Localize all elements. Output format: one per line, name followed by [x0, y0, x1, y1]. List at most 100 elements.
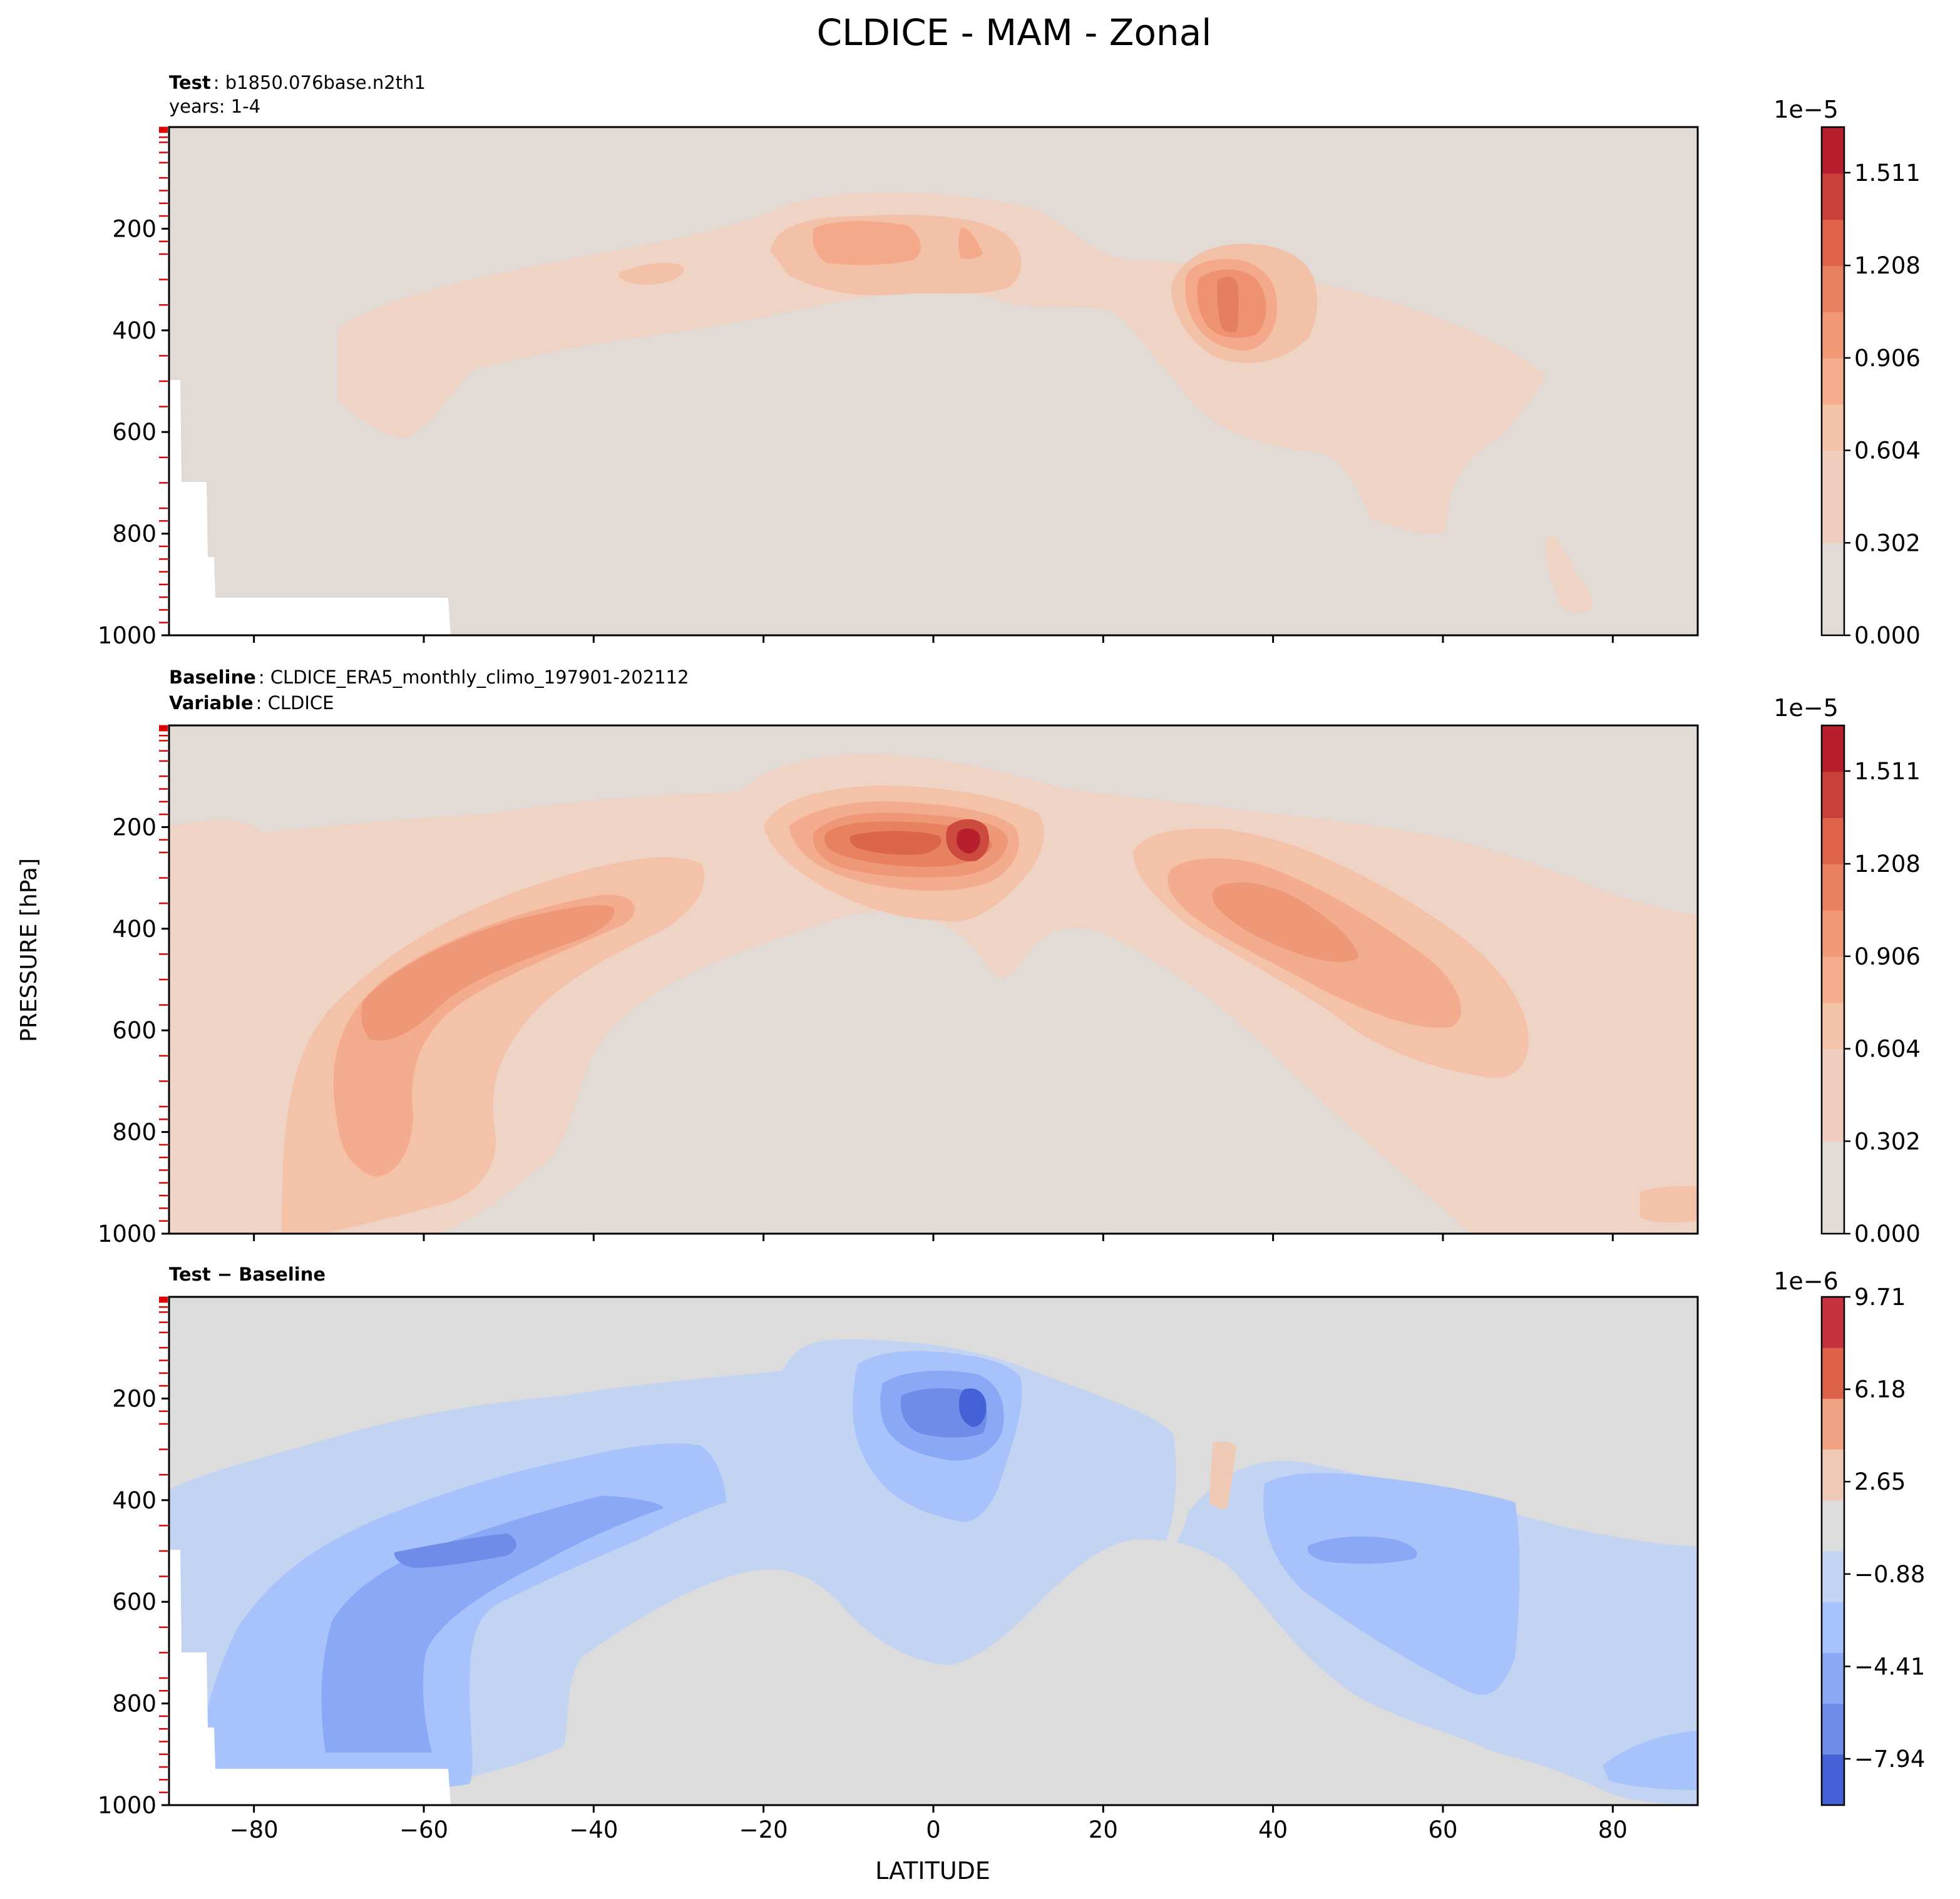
y-tick-label: 400	[112, 916, 156, 943]
colorbar-segment	[1822, 127, 1844, 174]
panel-difference: Test − Baseline −80 −60 −40 −20 0 20 40	[98, 1264, 1926, 1843]
colorbar-segment	[1822, 496, 1844, 543]
colorbar-segment	[1822, 771, 1844, 819]
colorbar-segment	[1822, 1048, 1844, 1096]
panel-difference-contours	[169, 1297, 1698, 1805]
colorbar-tick-label: −7.94	[1854, 1746, 1925, 1773]
y-tick-label: 600	[112, 419, 156, 446]
colorbar-tick-label: 0.604	[1854, 1036, 1921, 1063]
colorbar-tick-label: −4.41	[1854, 1653, 1925, 1680]
y-tick-label: 200	[112, 814, 156, 841]
contour-test-level1-pole	[1546, 537, 1593, 613]
colorbar-tick-label: 0.000	[1854, 622, 1921, 649]
colorbar-tick-label: 1.511	[1854, 758, 1921, 785]
colorbar-segment	[1822, 817, 1844, 864]
contour-baseline-level2-pole	[1640, 1186, 1698, 1223]
x-tick-label: −60	[399, 1816, 448, 1843]
colorbar-segment	[1822, 1398, 1844, 1450]
panel-test-case-name: b1850.076base.n2th1	[225, 72, 426, 93]
colorbar-test-exponent: 1e−5	[1773, 96, 1839, 123]
x-tick-label: 40	[1258, 1816, 1288, 1843]
colorbar-segment	[1822, 910, 1844, 957]
colorbar-difference	[1820, 1296, 1845, 1806]
y-tick-label: 400	[112, 317, 156, 344]
colorbar-segment	[1822, 1602, 1844, 1653]
colorbar-frame	[1820, 126, 1845, 637]
panel-difference-minor-ticks	[159, 1296, 168, 1793]
colorbar-segment	[1822, 404, 1844, 451]
y-tick-label: 600	[112, 1589, 156, 1615]
colorbar-baseline	[1820, 724, 1845, 1235]
panel-difference-xticks: −80 −60 −40 −20 0 20 40 60 80	[230, 1805, 1628, 1843]
colorbar-frame	[1820, 724, 1845, 1235]
panel-baseline-header-line2: Variable: CLDICE	[169, 692, 334, 714]
panel-test-yticks: 200 400 600 800 1000	[98, 215, 169, 649]
panel-baseline-header-line1: Baseline: CLDICE_ERA5_monthly_climo_1979…	[169, 667, 689, 688]
contour-diff-positive	[1209, 1441, 1236, 1509]
y-tick-label: 200	[112, 1385, 156, 1412]
colorbar-tick-label: 0.000	[1854, 1221, 1921, 1247]
colorbar-segment	[1822, 1500, 1844, 1552]
y-tick-label: 800	[112, 1119, 156, 1146]
contour-test-level2-sh	[619, 262, 684, 285]
panel-test-contours	[169, 127, 1698, 635]
contour-diff-level-2-pole	[1603, 1731, 1698, 1790]
contour-test-level3-eq2	[958, 228, 983, 259]
colorbar-segment	[1822, 1703, 1844, 1755]
panel-baseline: Baseline: CLDICE_ERA5_monthly_climo_1979…	[98, 667, 1921, 1247]
colorbar-difference-exponent: 1e−6	[1773, 1267, 1839, 1295]
colorbar-segment	[1822, 1095, 1844, 1142]
contour-diff-level-4-sh	[394, 1533, 516, 1568]
panel-baseline-xticks	[253, 1234, 1614, 1241]
colorbar-difference-ticks: 9.71 6.18 2.65 −0.88 −4.41 −7.94	[1844, 1284, 1925, 1773]
colorbar-tick-label: 1.208	[1854, 252, 1921, 279]
panel-baseline-dataset: CLDICE_ERA5_monthly_climo_197901-202112	[270, 667, 689, 688]
contour-baseline-level4-sh	[361, 905, 615, 1041]
colorbar-tick-label: −0.88	[1854, 1561, 1925, 1588]
panel-baseline-yticks: 200 400 600 800 1000	[98, 814, 169, 1247]
x-tick-label: −80	[230, 1816, 279, 1843]
colorbar-segment	[1822, 219, 1844, 266]
y-axis-label: PRESSURE [hPa]	[16, 858, 42, 1042]
colorbar-segment	[1822, 725, 1844, 772]
contour-diff-level-5-eq	[959, 1388, 987, 1427]
panel-test: Test: b1850.076base.n2th1 years: 1-4 200…	[98, 72, 1921, 649]
y-tick-label: 1000	[98, 1792, 156, 1819]
colorbar-frame	[1820, 1296, 1845, 1806]
y-tick-label: 800	[112, 521, 156, 548]
colorbar-segment	[1822, 1297, 1844, 1348]
contour-baseline-level6-eq	[849, 831, 942, 855]
panel-test-xticks	[253, 635, 1614, 643]
colorbar-tick-label: 6.18	[1854, 1376, 1906, 1403]
colorbar-tick-label: 9.71	[1854, 1284, 1906, 1311]
panel-difference-header: Test − Baseline	[169, 1264, 326, 1285]
contour-test-level5-nh	[1217, 277, 1239, 332]
y-tick-label: 1000	[98, 1221, 156, 1247]
colorbar-tick-label: 0.604	[1854, 438, 1921, 464]
x-tick-label: −20	[739, 1816, 788, 1843]
contour-diff-level-3-nh	[1307, 1536, 1417, 1564]
colorbar-tick-label: 0.906	[1854, 345, 1921, 372]
y-tick-label: 600	[112, 1017, 156, 1044]
panel-test-minor-ticks	[159, 126, 168, 623]
panel-test-header-bold: Test	[169, 72, 211, 93]
contour-test-level3-eq	[813, 221, 921, 265]
x-tick-label: 80	[1598, 1816, 1628, 1843]
colorbar-segment	[1822, 1002, 1844, 1050]
contour-diff-level-1	[169, 1339, 1698, 1805]
colorbar-segment	[1822, 1141, 1844, 1188]
contour-baseline-clear-interior	[438, 911, 1471, 1234]
colorbar-tick-label: 1.511	[1854, 160, 1921, 187]
colorbar-segment	[1822, 1754, 1844, 1806]
colorbar-test	[1820, 126, 1845, 637]
colorbar-tick-label: 0.302	[1854, 530, 1921, 556]
colorbar-segment	[1822, 173, 1844, 220]
panel-baseline-header-bold: Baseline	[169, 667, 256, 688]
panel-test-header-line1: Test: b1850.076base.n2th1	[169, 72, 426, 93]
colorbar-segment	[1822, 1187, 1844, 1234]
missing-data-test	[169, 380, 451, 635]
colorbar-segment	[1822, 589, 1844, 636]
x-axis-label: LATITUDE	[875, 1857, 990, 1885]
colorbar-tick-label: 2.65	[1854, 1468, 1906, 1495]
colorbar-segment	[1822, 1652, 1844, 1704]
